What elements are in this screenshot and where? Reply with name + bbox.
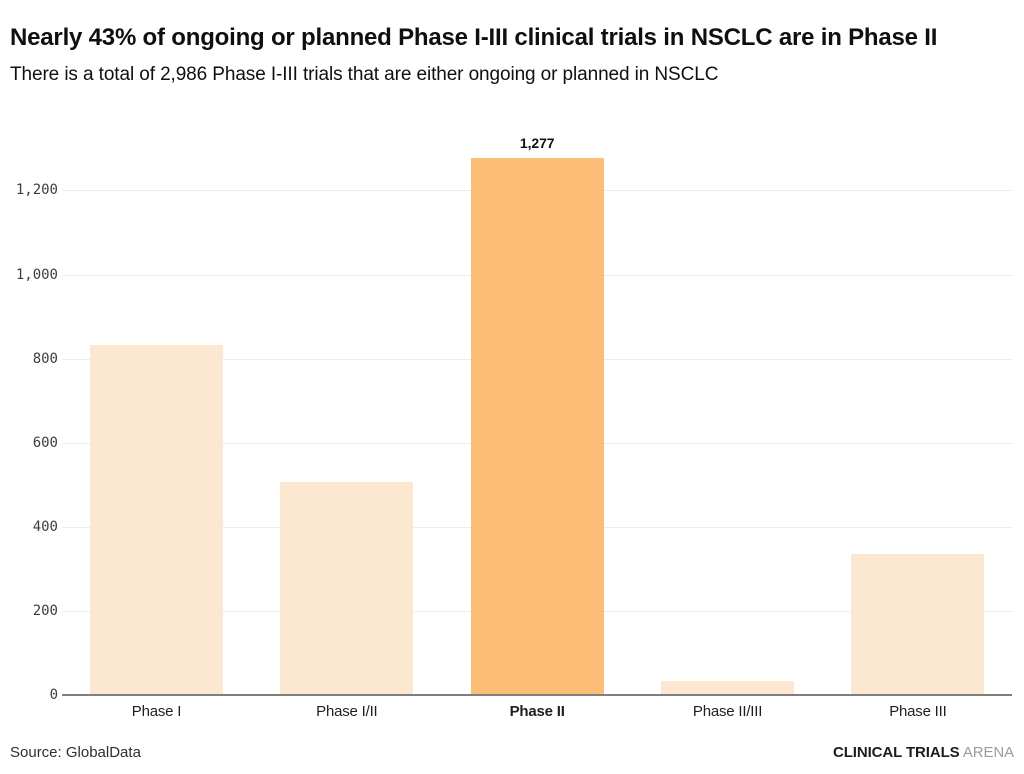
x-axis-label-phase-ii-iii: Phase II/III [692,703,763,720]
y-tick-label-400: 400 [32,518,58,535]
y-tick-label-1,000: 1,000 [15,266,58,283]
bar-value-label-phase-ii: 1,277 [519,135,555,152]
x-axis-label-phase-iii: Phase III [889,703,947,720]
x-axis-label-phase-i: Phase I [131,703,182,720]
chart-header: Nearly 43% of ongoing or planned Phase I… [10,22,1016,86]
bar-phase-i-ii [280,481,414,695]
brand-primary-text: CLINICAL TRIALS [833,744,960,761]
y-tick-label-200: 200 [32,602,58,619]
y-tick-label-600: 600 [32,434,58,451]
y-tick-label-800: 800 [32,350,58,367]
page-title: Nearly 43% of ongoing or planned Phase I… [10,24,938,51]
brand-secondary-text: ARENA [962,744,1014,761]
bar-phase-ii [470,158,604,695]
x-axis-label-phase-i-ii: Phase I/II [316,703,378,720]
y-tick-label-1,200: 1,200 [15,182,58,199]
bar-phase-iii [851,554,985,695]
brand-logo: CLINICAL TRIALS ARENA [833,744,1014,761]
page-subtitle: There is a total of 2,986 Phase I-III tr… [10,64,719,85]
x-axis-line [62,694,1012,696]
x-axis-label-phase-ii: Phase II [509,703,565,720]
bar-phase-i [90,344,223,695]
y-tick-label-0: 0 [49,687,58,703]
source-text: Source: GlobalData [10,744,141,761]
bar-phase-ii-iii [661,680,795,695]
